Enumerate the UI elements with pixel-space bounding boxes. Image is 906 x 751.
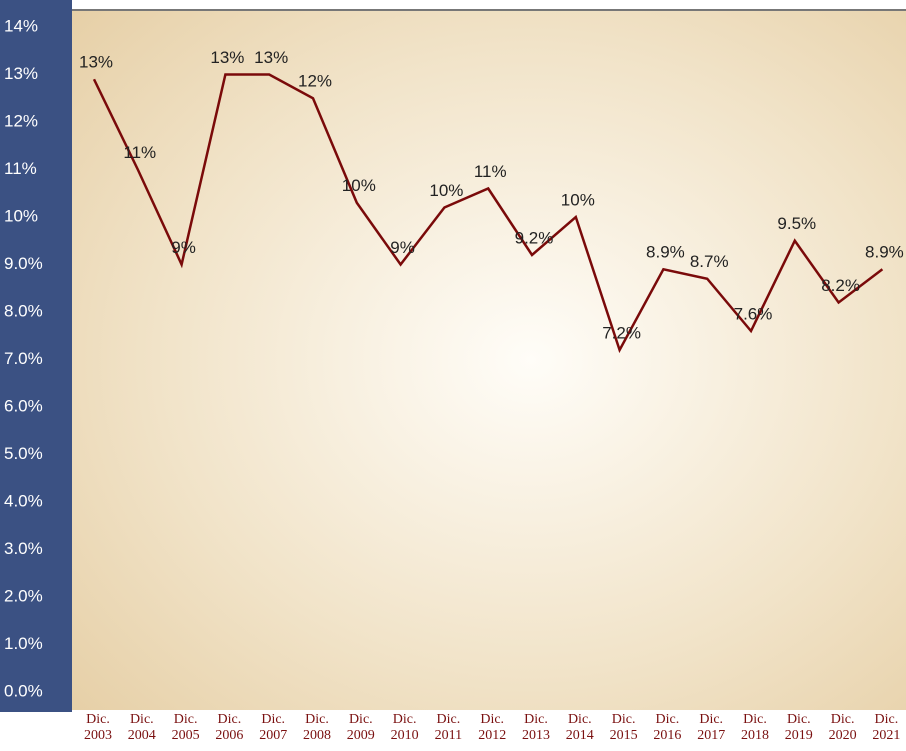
y-tick-label: 4.0% <box>4 491 43 510</box>
x-tick-label: Dic. 2007 <box>259 712 288 743</box>
x-tick-label: Dic. 2005 <box>171 712 200 743</box>
y-tick-label: 0.0% <box>4 681 43 700</box>
x-tick-label: Dic. 2015 <box>609 712 638 743</box>
x-tick-label: Dic. 2012 <box>478 712 507 743</box>
data-label: 9.5% <box>777 214 816 233</box>
y-tick-label: 1.0% <box>4 634 43 653</box>
x-tick-label: Dic. 2020 <box>828 712 857 743</box>
data-label: 7.6% <box>734 304 773 323</box>
data-label: 9.2% <box>515 228 554 247</box>
data-label: 8.9% <box>865 243 904 262</box>
x-tick-label: Dic. 2004 <box>127 712 156 743</box>
data-label: 8.7% <box>690 252 729 271</box>
y-tick-label: 12% <box>4 111 38 130</box>
data-label: 10% <box>561 190 595 209</box>
y-tick-label: 13% <box>4 64 38 83</box>
data-label: 9% <box>390 238 415 257</box>
x-tick-label: Dic. 2009 <box>346 712 375 743</box>
data-label: 10% <box>342 176 376 195</box>
data-label: 8.9% <box>646 243 685 262</box>
x-tick-label: Dic. 2003 <box>84 712 112 743</box>
data-label: 9% <box>171 238 196 257</box>
x-tick-label: Dic. 2008 <box>303 712 331 743</box>
data-label: 13% <box>79 53 113 72</box>
plot: 0.0% 1.0% 2.0% 3.0% 4.0% 5.0% 6.0% 7.0% 8.0% 9.0%… <box>0 0 906 712</box>
data-label: 11% <box>474 162 507 181</box>
x-tick-label: Dic. 2018 <box>741 712 769 743</box>
data-label: 7.2% <box>602 323 641 342</box>
y-tick-label: 14% <box>4 16 38 35</box>
x-tick-label: Dic. 2010 <box>390 712 419 743</box>
data-label: 13% <box>210 48 244 67</box>
y-tick-label: 5.0% <box>4 444 43 463</box>
x-tick-label: Dic. 2019 <box>784 712 813 743</box>
plot-area <box>72 10 906 710</box>
x-tick-label: Dic. 2011 <box>434 712 463 743</box>
x-tick-label: Dic. 2016 <box>653 712 682 743</box>
x-tick-label: Dic. 2006 <box>215 712 244 743</box>
x-tick-label: Dic. 2013 <box>522 712 550 743</box>
y-tick-label: 8.0% <box>4 301 43 320</box>
x-tick-label: Dic. 2021 <box>872 712 901 743</box>
y-tick-label: 3.0% <box>4 539 43 558</box>
data-label: 8.2% <box>821 276 860 295</box>
data-label: 13% <box>254 48 288 67</box>
data-label: 10% <box>429 181 463 200</box>
axis-band <box>0 0 72 712</box>
data-label: 12% <box>298 72 332 91</box>
y-tick-label: 7.0% <box>4 349 43 368</box>
y-tick-label: 10% <box>4 206 38 225</box>
y-tick-label: 9.0% <box>4 254 43 273</box>
data-line <box>92 73 884 354</box>
y-tick-label: 6.0% <box>4 396 43 415</box>
x-tick-label: Dic. 2014 <box>565 712 594 743</box>
data-label: 11% <box>123 143 156 162</box>
x-tick-label: Dic. 2017 <box>697 712 726 743</box>
y-tick-label: 2.0% <box>4 586 43 605</box>
y-tick-label: 11% <box>4 159 37 178</box>
